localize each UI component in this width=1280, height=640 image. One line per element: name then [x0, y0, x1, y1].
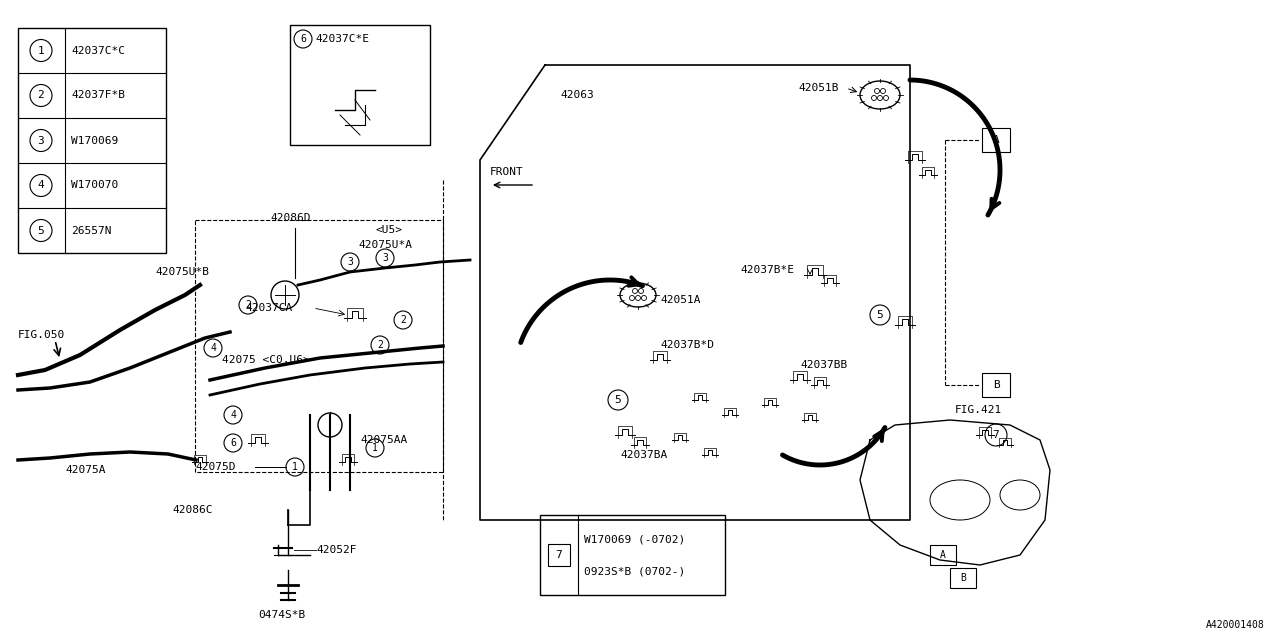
Bar [982, 128, 1010, 152]
Text: 42037BB: 42037BB [800, 360, 847, 370]
Text: <U5>: <U5> [375, 225, 402, 235]
Text: 42075A: 42075A [65, 465, 105, 475]
Text: W170070: W170070 [70, 180, 118, 191]
Text: 42051A: 42051A [660, 295, 700, 305]
Text: 6: 6 [230, 438, 236, 448]
Text: 1: 1 [292, 462, 298, 472]
Text: 2: 2 [378, 340, 383, 350]
Text: 42086C: 42086C [172, 505, 212, 515]
Text: 7: 7 [556, 550, 562, 560]
Text: W170069: W170069 [70, 136, 118, 145]
Text: A: A [992, 135, 1000, 145]
Bar [548, 544, 570, 566]
Text: 0923S*B (0702-): 0923S*B (0702-) [584, 567, 685, 577]
Text: 42075 <C0,U6>: 42075 <C0,U6> [221, 355, 310, 365]
Text: 3: 3 [37, 136, 45, 145]
Text: A: A [940, 550, 946, 560]
Bar [540, 515, 724, 595]
Bar [291, 25, 430, 145]
Text: 6: 6 [300, 34, 306, 44]
Text: 1: 1 [37, 45, 45, 56]
Text: 42037B*D: 42037B*D [660, 340, 714, 350]
Bar [195, 220, 443, 472]
Text: 1: 1 [372, 443, 378, 453]
Text: 7: 7 [992, 430, 1000, 440]
Text: FIG.050: FIG.050 [18, 330, 65, 340]
Text: 42075D: 42075D [195, 462, 236, 472]
Text: 2: 2 [37, 90, 45, 100]
Text: B: B [992, 380, 1000, 390]
Bar [950, 568, 977, 588]
Text: W170069 (-0702): W170069 (-0702) [584, 535, 685, 545]
Text: 42075U*B: 42075U*B [155, 267, 209, 277]
Text: 26557N: 26557N [70, 225, 111, 236]
Text: 2: 2 [401, 315, 406, 325]
Bar [931, 545, 956, 565]
Text: 42037C*E: 42037C*E [315, 34, 369, 44]
Text: FRONT: FRONT [490, 167, 524, 177]
Text: B: B [960, 573, 966, 583]
Text: 3: 3 [347, 257, 353, 267]
Text: 42051B: 42051B [797, 83, 838, 93]
Text: 42037F*B: 42037F*B [70, 90, 125, 100]
Text: 42052F: 42052F [316, 545, 357, 555]
Text: 5: 5 [37, 225, 45, 236]
Text: 4: 4 [230, 410, 236, 420]
Text: 3: 3 [381, 253, 388, 263]
Text: 42037B*E: 42037B*E [740, 265, 794, 275]
Text: 0474S*B: 0474S*B [259, 610, 305, 620]
Text: 4: 4 [37, 180, 45, 191]
Text: 42037CA: 42037CA [244, 303, 292, 313]
Bar [18, 28, 166, 253]
Text: 4: 4 [210, 343, 216, 353]
Bar [982, 373, 1010, 397]
Text: 42086D: 42086D [270, 213, 311, 223]
Text: 42075AA: 42075AA [360, 435, 407, 445]
Text: A420001408: A420001408 [1206, 620, 1265, 630]
Text: 5: 5 [614, 395, 621, 405]
Text: 42037C*C: 42037C*C [70, 45, 125, 56]
Text: 5: 5 [877, 310, 883, 320]
Text: 42075U*A: 42075U*A [358, 240, 412, 250]
Text: 42063: 42063 [561, 90, 594, 100]
Text: 2: 2 [244, 300, 251, 310]
Text: FIG.421: FIG.421 [955, 405, 1002, 415]
Text: 42037BA: 42037BA [620, 450, 667, 460]
